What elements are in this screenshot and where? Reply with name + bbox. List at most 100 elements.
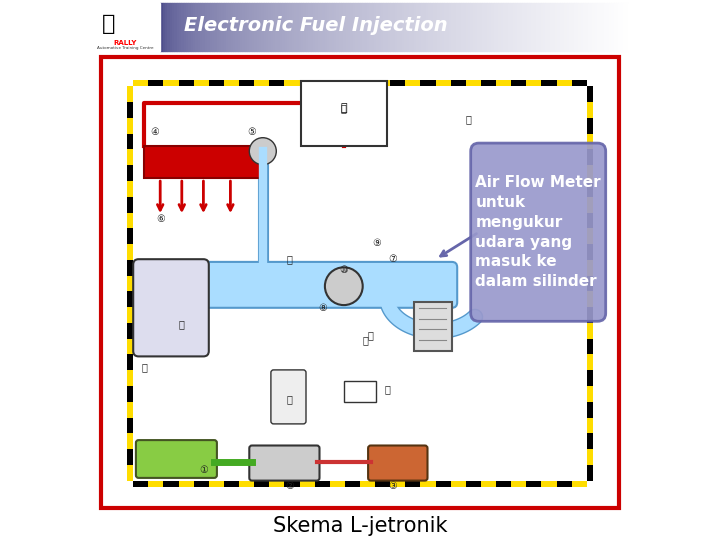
Bar	[338, 3, 341, 51]
Bar	[461, 3, 463, 51]
Bar	[127, 433, 133, 449]
Bar	[623, 3, 625, 51]
Bar	[552, 3, 555, 51]
Bar	[428, 3, 431, 51]
FancyBboxPatch shape	[249, 446, 320, 481]
Bar	[252, 3, 254, 51]
Bar	[442, 3, 444, 51]
Bar	[392, 3, 395, 51]
Bar	[466, 3, 468, 51]
Bar	[189, 3, 191, 51]
Bar	[524, 3, 526, 51]
Bar	[613, 3, 616, 51]
Bar	[466, 80, 481, 86]
Bar	[228, 3, 230, 51]
Bar	[325, 3, 327, 51]
Bar	[587, 307, 593, 323]
Bar	[587, 165, 593, 181]
Bar	[271, 3, 273, 51]
Bar	[127, 307, 133, 323]
Bar	[593, 3, 595, 51]
Bar	[390, 80, 405, 86]
Bar	[346, 3, 348, 51]
Bar	[543, 3, 546, 51]
Bar	[127, 165, 133, 181]
Bar	[144, 146, 263, 178]
Bar	[345, 80, 360, 86]
Bar	[587, 150, 593, 165]
Bar	[289, 3, 292, 51]
Bar	[127, 339, 133, 354]
Bar	[587, 260, 593, 275]
Bar	[451, 80, 466, 86]
Bar	[176, 3, 179, 51]
Bar	[590, 3, 593, 51]
Text: RALLY: RALLY	[114, 40, 137, 46]
Bar	[539, 3, 541, 51]
Bar	[587, 386, 593, 402]
Bar	[351, 3, 353, 51]
Bar	[585, 3, 588, 51]
Bar	[194, 80, 209, 86]
Bar	[313, 3, 315, 51]
Bar	[435, 3, 437, 51]
Bar	[397, 3, 400, 51]
Bar	[254, 80, 269, 86]
Text: Skema L-jetronik: Skema L-jetronik	[273, 516, 447, 537]
Bar	[193, 3, 195, 51]
Bar	[209, 481, 224, 487]
Bar	[420, 80, 436, 86]
Bar	[513, 3, 515, 51]
Text: Electronic Fuel Injection: Electronic Fuel Injection	[184, 16, 448, 36]
Bar	[315, 80, 330, 86]
Bar	[569, 3, 571, 51]
Bar	[557, 3, 559, 51]
Bar	[604, 3, 606, 51]
Bar	[587, 86, 593, 102]
Bar	[386, 3, 388, 51]
FancyBboxPatch shape	[471, 143, 606, 321]
Bar	[200, 3, 202, 51]
Bar	[588, 3, 590, 51]
Bar	[362, 3, 364, 51]
Bar	[217, 3, 219, 51]
Bar	[127, 465, 133, 481]
Bar	[280, 3, 282, 51]
Bar	[266, 3, 269, 51]
Bar	[587, 402, 593, 417]
Bar	[485, 3, 487, 51]
Bar	[529, 3, 531, 51]
Bar	[167, 3, 170, 51]
Bar	[245, 3, 247, 51]
Bar	[496, 481, 511, 487]
Bar	[195, 3, 198, 51]
Bar	[315, 3, 318, 51]
Bar	[381, 3, 383, 51]
Bar	[90, 3, 160, 51]
Bar	[301, 3, 304, 51]
Bar	[562, 3, 564, 51]
Bar	[343, 3, 346, 51]
Bar	[374, 3, 377, 51]
Bar	[215, 3, 217, 51]
Bar	[127, 323, 133, 339]
Bar	[127, 417, 133, 433]
Bar	[353, 3, 355, 51]
Bar	[292, 3, 294, 51]
Text: Automotive Training Centre: Automotive Training Centre	[97, 45, 153, 50]
Bar	[282, 3, 284, 51]
Bar	[264, 3, 266, 51]
Text: ③: ③	[388, 481, 397, 491]
Bar	[127, 228, 133, 244]
Bar	[580, 3, 583, 51]
Bar	[275, 3, 278, 51]
Bar	[133, 80, 148, 86]
Text: ①: ①	[199, 465, 208, 475]
Bar	[198, 3, 200, 51]
Bar	[388, 3, 390, 51]
Bar	[383, 3, 386, 51]
Bar	[536, 3, 539, 51]
Bar	[306, 3, 308, 51]
Text: ②: ②	[285, 481, 294, 491]
Text: ⑤: ⑤	[248, 127, 256, 137]
